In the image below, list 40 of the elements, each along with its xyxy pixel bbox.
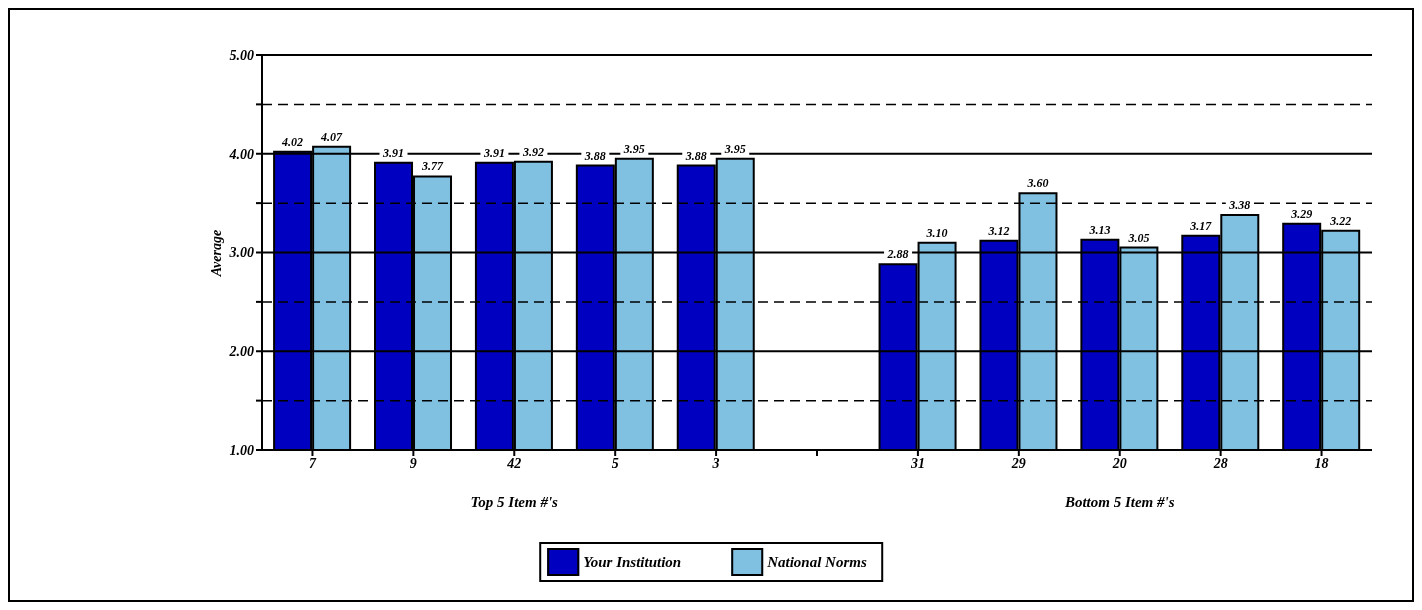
y-tick-label: 5.00 — [229, 47, 254, 63]
x-tick-label: 9 — [409, 455, 417, 471]
x-tick-label: 31 — [909, 455, 925, 471]
legend-label: Your Institution — [583, 553, 682, 571]
data-label: 3.38 — [1228, 197, 1251, 212]
data-label: 3.05 — [1127, 230, 1150, 245]
text: Top 5 Item #'s — [470, 494, 558, 511]
y-tick-label: 3.00 — [228, 245, 254, 261]
data-label: 3.88 — [684, 148, 707, 163]
data-label: 3.95 — [622, 141, 645, 156]
data-label: 3.13 — [1088, 222, 1111, 237]
data-label: 4.02 — [281, 134, 304, 149]
data-label: 2.88 — [886, 247, 909, 262]
data-label: 3.91 — [382, 145, 405, 160]
x-tick-label: 29 — [1010, 455, 1026, 471]
data-label: 3.95 — [723, 141, 746, 156]
x-tick-label: 20 — [1111, 455, 1127, 471]
y-tick-label: 4.00 — [228, 146, 254, 162]
data-label: 4.07 — [320, 129, 344, 144]
x-tick-label: 5 — [611, 455, 619, 471]
x-tick-label: 18 — [1314, 455, 1329, 471]
y-axis-title: Average — [209, 229, 225, 276]
data-label: 3.17 — [1189, 218, 1213, 233]
data-label: 3.77 — [421, 159, 445, 174]
data-label: 3.22 — [1329, 213, 1352, 228]
data-label: 3.88 — [583, 148, 606, 163]
data-label: 3.10 — [925, 225, 948, 240]
x-tick-label: 28 — [1212, 455, 1228, 471]
data-label: 3.12 — [987, 223, 1010, 238]
data-label: 3.91 — [482, 145, 505, 160]
data-label: 3.29 — [1290, 206, 1313, 221]
x-tick-label: 42 — [506, 455, 522, 471]
data-label: 3.92 — [521, 144, 544, 159]
y-tick-label: 2.00 — [228, 344, 254, 360]
legend-label: National Norms — [767, 553, 867, 571]
x-tick-label: 7 — [308, 455, 317, 471]
y-tick-label: 1.00 — [229, 442, 254, 458]
x-tick-label: 3 — [711, 455, 720, 471]
text: Bottom 5 Item #'s — [1064, 494, 1175, 511]
data-label: 3.60 — [1026, 176, 1049, 191]
